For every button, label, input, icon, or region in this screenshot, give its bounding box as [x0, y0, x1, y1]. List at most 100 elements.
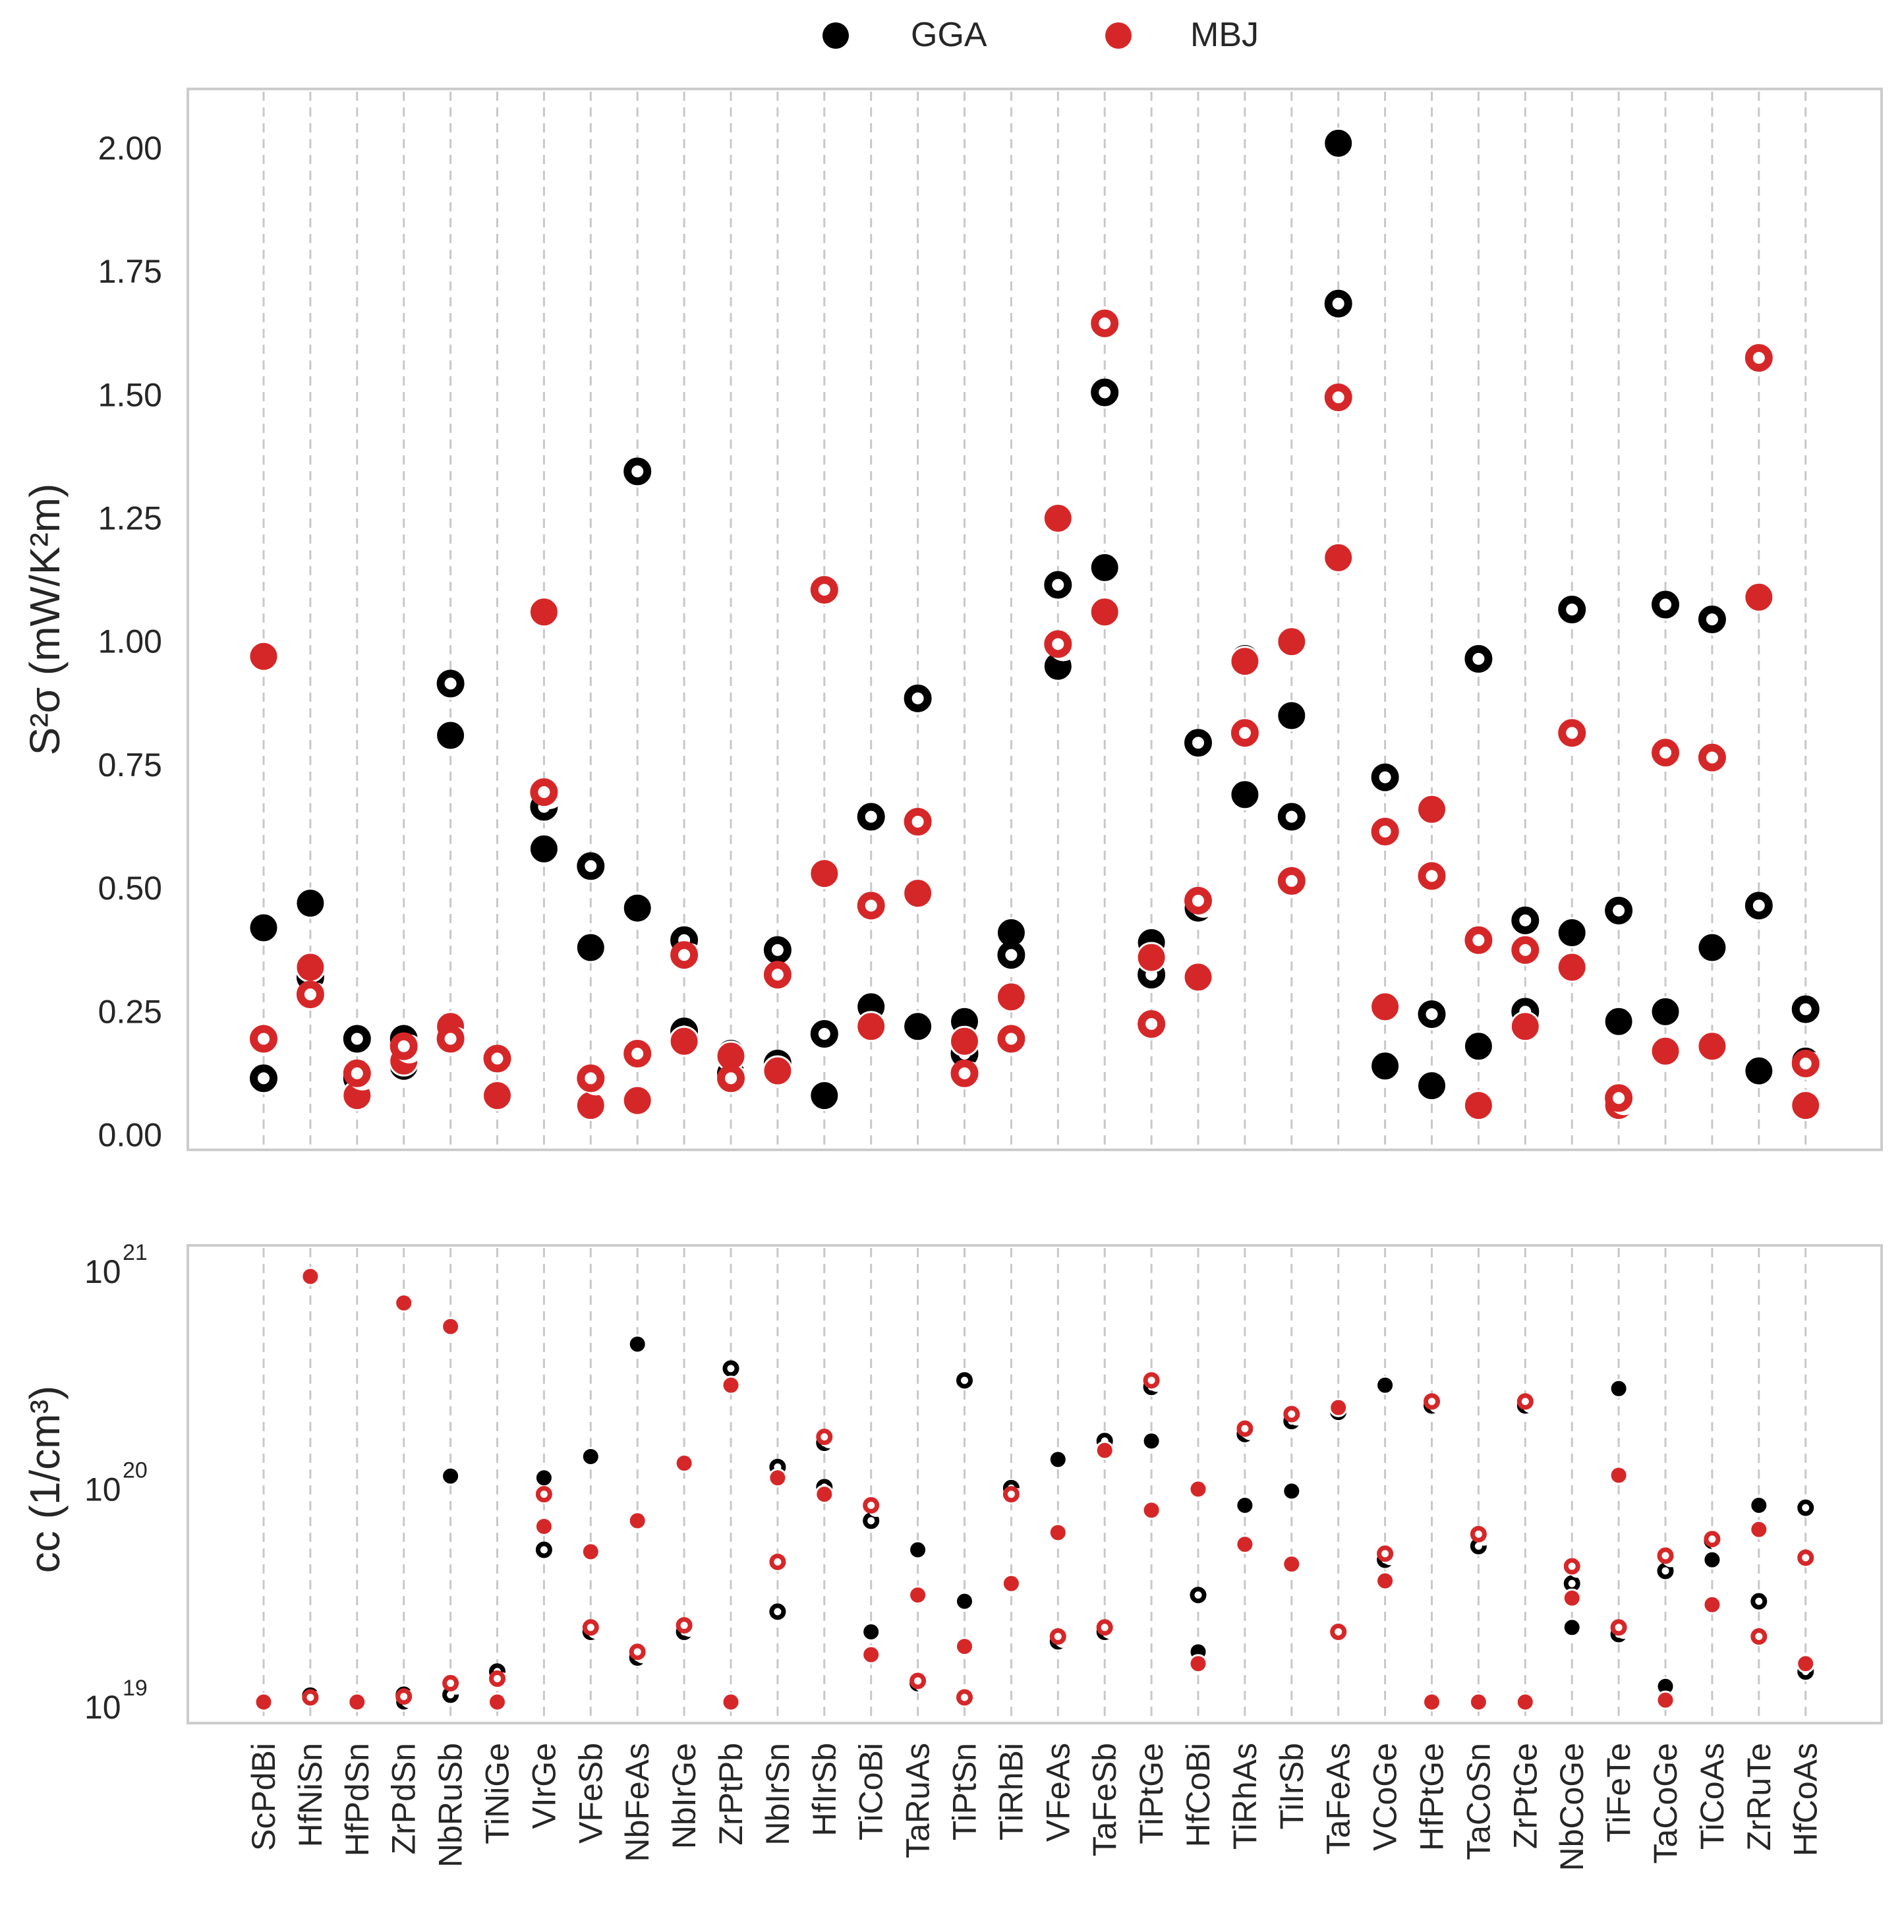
top-point-mbj-nbfeas: [621, 1085, 653, 1116]
top-point-mbj-scpdbi: [248, 640, 279, 672]
x-label-tirhbi: TiRhBi: [993, 1743, 1029, 1840]
top-point-mbj-hfpdsn: [343, 1059, 371, 1087]
bottom-point-mbj-tinige: [489, 1670, 505, 1688]
bottom-y-tick-base: 10: [84, 1253, 121, 1290]
top-point-gga-scpdbi: [248, 912, 279, 944]
bottom-point-mbj-tacoge: [1657, 1547, 1674, 1564]
top-y-tick-label: 1.25: [98, 499, 162, 536]
top-point-mbj-vcoge: [1371, 818, 1399, 845]
bottom-plot-frame: [187, 1244, 1883, 1724]
bottom-point-mbj-hfptge: [1424, 1393, 1440, 1410]
top-point-mbj-tirhbi: [997, 1025, 1025, 1053]
bottom-y-tick-exponent: 21: [123, 1240, 148, 1265]
top-point-gga-ticoas: [1698, 606, 1726, 633]
bottom-point-mbj-tiptsn: [956, 1689, 973, 1706]
top-point-gga-tirhas: [1229, 779, 1261, 810]
bottom-point-gga-virge: [534, 1468, 554, 1488]
bottom-point-mbj-vfesb: [582, 1619, 599, 1636]
top-point-gga-hfptge: [1416, 1070, 1447, 1102]
top-point-mbj-tafeas: [1324, 384, 1352, 412]
top-point-mbj-tiirsb: [1276, 626, 1308, 658]
top-point-mbj-nbcoge: [1558, 719, 1586, 747]
top-point-mbj-tirhas: [1230, 719, 1259, 747]
top-y-tick-label: 1.50: [98, 376, 162, 413]
top-point-mbj-hfcoas: [1791, 1049, 1820, 1077]
bottom-point-gga-ticobi: [861, 1622, 881, 1641]
bottom-point-mbj-tiirsb: [1282, 1554, 1302, 1574]
bottom-point-mbj-tafeas: [1329, 1398, 1348, 1417]
bottom-point-mbj-tafeas: [1330, 1623, 1347, 1640]
top-points: [248, 127, 1826, 1122]
top-point-mbj-hfirsb: [810, 576, 838, 604]
top-point-gga-vcoge: [1370, 1050, 1401, 1082]
top-point-mbj-virge: [528, 596, 560, 628]
top-point-mbj-hfcobi: [1182, 961, 1214, 993]
top-point-mbj-zrptge: [1509, 1011, 1541, 1042]
top-point-mbj-hfcoas: [1790, 1090, 1822, 1122]
bottom-point-mbj-tinige: [488, 1692, 507, 1712]
top-point-gga-zrrute: [1743, 1055, 1775, 1087]
bottom-point-gga-vfeas: [1048, 1450, 1068, 1469]
x-label-tafesb: TaFeSb: [1086, 1743, 1123, 1856]
top-point-mbj-nbcoge: [1556, 952, 1588, 983]
bottom-gridlines: [262, 1248, 1807, 1720]
bottom-point-gga-nbcoge: [1563, 1575, 1580, 1592]
bottom-points: [254, 1266, 1820, 1714]
top-point-mbj-tiptge: [1138, 1010, 1166, 1038]
bottom-y-tick-base: 10: [84, 1689, 121, 1726]
top-point-gga-tirhbi: [997, 941, 1025, 969]
bottom-point-mbj-hfcobi: [1188, 1479, 1208, 1499]
top-point-mbj-tafeas: [1323, 542, 1354, 573]
top-point-mbj-ticoas: [1696, 1031, 1728, 1062]
bottom-point-mbj-nbirge: [674, 1453, 694, 1473]
x-label-hfcoas: HfCoAs: [1787, 1743, 1824, 1856]
top-y-ticks: 0.00 0.25 0.50 0.75 1.00 1.25 1.50 1.75 2.00: [98, 130, 162, 1154]
x-label-hfptge: HfPtGe: [1414, 1743, 1451, 1851]
bottom-point-mbj-zrpdsn: [394, 1293, 414, 1313]
top-point-gga-vfeas: [1044, 571, 1072, 599]
bottom-point-mbj-virge: [534, 1517, 554, 1537]
power-factor-panel: 0.00 0.25 0.50 0.75 1.00 1.25 1.50 1.75 2.00 S²σ…: [21, 88, 1883, 1154]
x-label-scpdbi: ScPdBi: [245, 1743, 282, 1851]
bottom-point-mbj-tafesb: [1096, 1619, 1113, 1636]
top-point-mbj-tifete: [1605, 1084, 1633, 1112]
x-label-virge: VIrGe: [525, 1743, 562, 1829]
x-label-vfesb: VFeSb: [572, 1743, 609, 1844]
bottom-point-mbj-hfirsb: [816, 1429, 833, 1446]
top-point-gga-vcoge: [1371, 763, 1399, 791]
bottom-point-mbj-tirhbi: [1002, 1486, 1020, 1503]
bottom-point-gga-tiptge: [1141, 1431, 1161, 1451]
top-point-gga-tafeas: [1323, 127, 1354, 159]
bottom-point-mbj-hfcoas: [1796, 1654, 1816, 1674]
top-y-tick-label: 2.00: [98, 130, 162, 167]
top-point-gga-nbcoge: [1558, 596, 1586, 624]
top-y-tick-label: 0.25: [98, 993, 162, 1030]
top-point-gga-hfirsb: [809, 1080, 840, 1112]
bottom-point-mbj-vfesb: [581, 1542, 600, 1562]
top-point-mbj-taruas: [902, 878, 934, 909]
top-point-gga-tacoge: [1652, 590, 1679, 619]
top-point-gga-scpdbi: [250, 1064, 277, 1093]
top-point-gga-tacosn: [1464, 644, 1493, 673]
top-point-mbj-vfeas: [1044, 630, 1072, 658]
x-label-hfcobi: HfCoBi: [1180, 1743, 1217, 1847]
bottom-point-gga-ticoas: [1702, 1550, 1722, 1570]
bottom-point-mbj-tiptge: [1143, 1372, 1160, 1389]
bottom-point-mbj-nbirsn: [768, 1468, 788, 1488]
bottom-y-axis-label: cc (1/cm³): [21, 1386, 69, 1573]
bottom-point-gga-hfcobi: [1190, 1587, 1207, 1604]
bottom-point-mbj-zrptge: [1515, 1692, 1535, 1712]
x-label-hfpdsn: HfPdSn: [339, 1743, 376, 1856]
top-point-mbj-hfnisn: [295, 952, 326, 983]
top-point-mbj-tiptsn: [949, 1025, 980, 1057]
top-point-mbj-vfesb: [577, 1064, 605, 1093]
x-label-hfirsb: HfIrSb: [806, 1743, 843, 1836]
bottom-point-mbj-vcoge: [1375, 1571, 1395, 1591]
top-point-gga-zrrute: [1745, 892, 1773, 920]
top-point-gga-nbirsn: [763, 936, 792, 964]
top-point-mbj-tacosn: [1462, 1090, 1494, 1122]
